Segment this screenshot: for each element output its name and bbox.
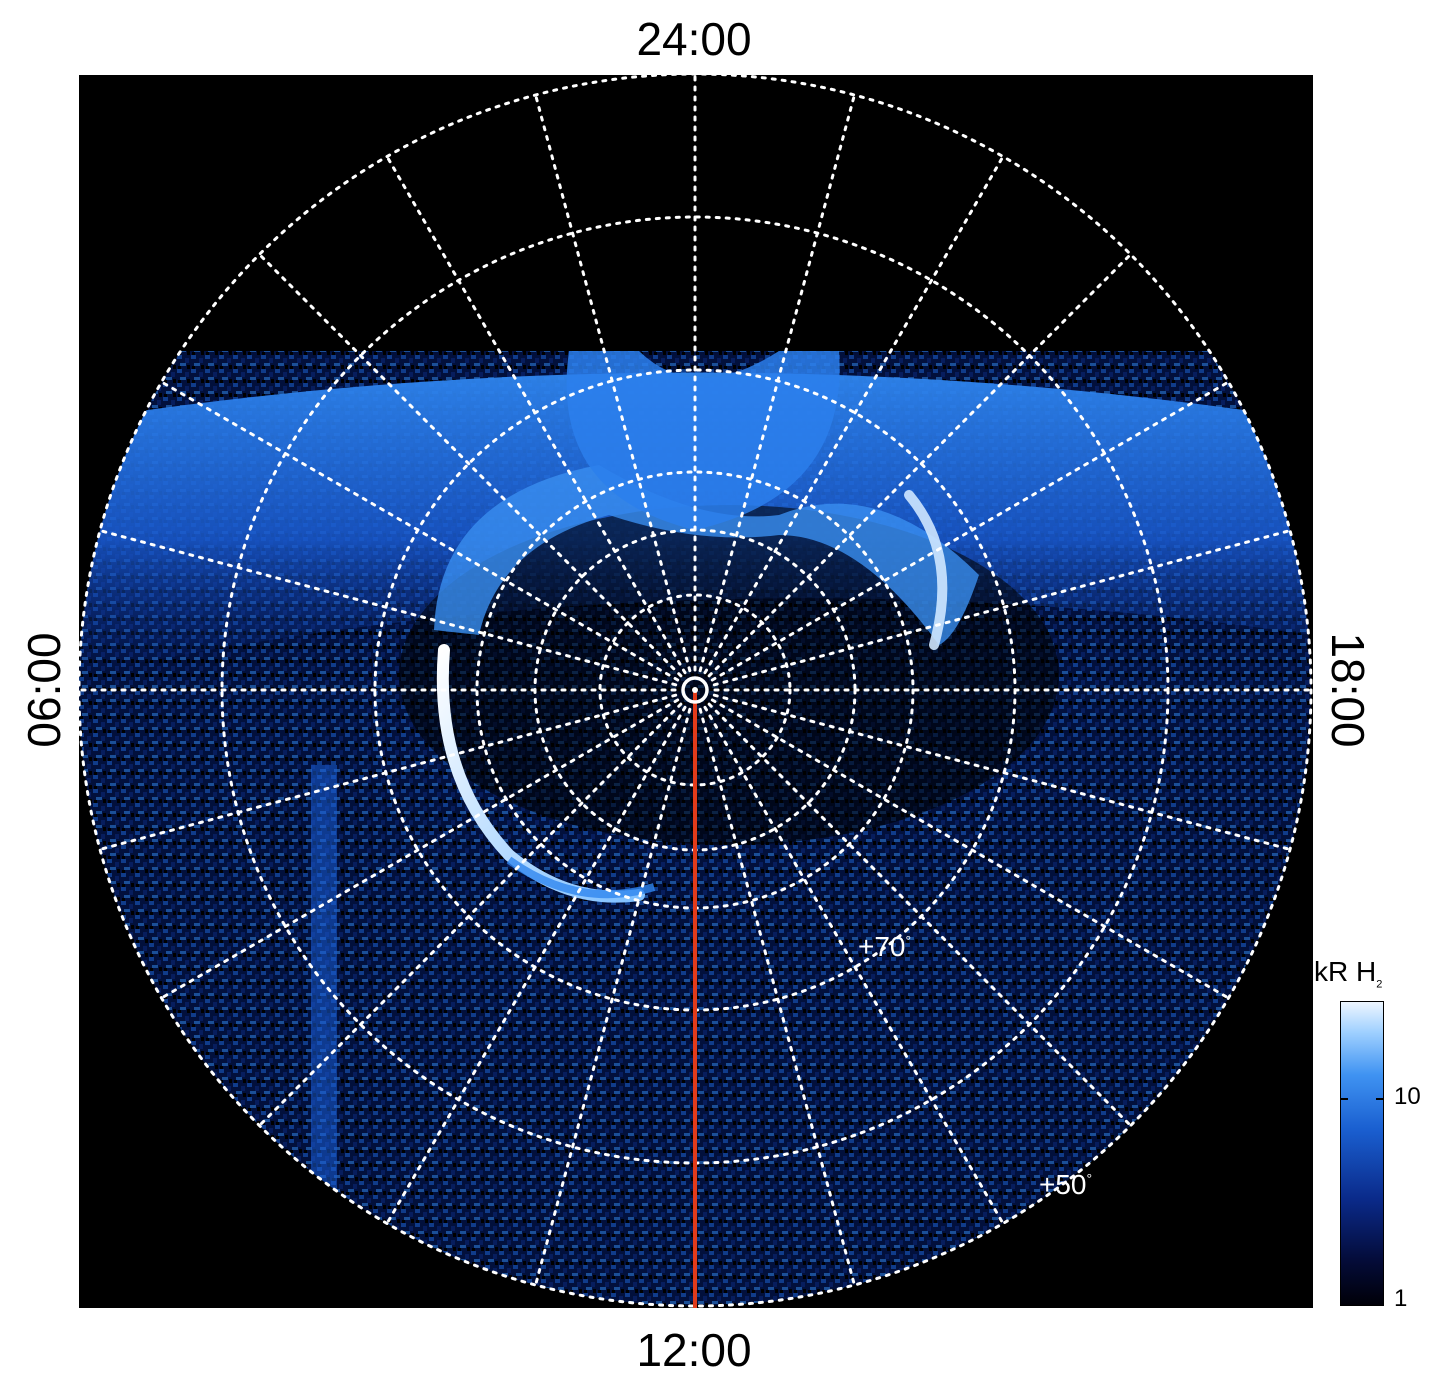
meridian-line [707,702,1133,1128]
meridian-line [698,93,856,673]
colorbar-tickmark-10 [1340,1098,1348,1100]
meridian-line [710,698,1230,1000]
meridian-line [703,155,1005,675]
meridian-line [98,529,678,687]
meridian-line [160,380,680,682]
meridian-line [534,93,692,673]
meridian-line [257,252,683,678]
meridian-line [385,705,687,1225]
latitude-label-70-text: +70 [858,931,906,962]
auroral-oval-upper [434,465,979,645]
local-time-label-midnight: 24:00 [636,13,752,65]
polar-projection-image: +70° +50° [79,75,1313,1308]
meridian-line [710,380,1230,682]
local-time-label-dusk: 18:00 [1322,632,1374,748]
dawn-streak [311,765,337,1195]
pole-marker [681,676,709,704]
latitude-label-50: +50° [1039,1171,1092,1199]
meridian-line [98,693,678,851]
latitude-label-50-text: +50 [1039,1169,1087,1200]
colorbar-title: kR H2 [1314,956,1382,991]
colorbar [1340,1001,1384,1306]
degree-symbol: ° [1086,1170,1093,1187]
colorbar-tick-10: 10 [1394,1083,1421,1110]
colorbar-title-subscript: 2 [1376,978,1383,991]
colorbar-tickmark-10-right [1376,1098,1384,1100]
polar-cap-arc [566,351,840,530]
local-time-label-noon: 12:00 [636,1324,752,1376]
auroral-emission-map [79,75,1313,1308]
colorbar-title-text: kR H [1314,956,1377,987]
meridian-line [712,529,1292,687]
meridian-line [703,705,1005,1225]
meridian-line [712,693,1292,851]
lat-circle-outer [79,75,1313,1308]
meridian-line [534,707,692,1287]
local-time-label-dawn: 06:00 [18,632,70,748]
meridian-line [385,155,687,675]
degree-symbol: ° [905,932,912,949]
colorbar-tick-1: 1 [1394,1285,1408,1312]
meridian-line [160,698,680,1000]
latitude-label-70: +70° [858,933,911,961]
meridian-line [257,702,683,1128]
meridian-line [707,252,1133,678]
meridian-line [698,707,856,1287]
